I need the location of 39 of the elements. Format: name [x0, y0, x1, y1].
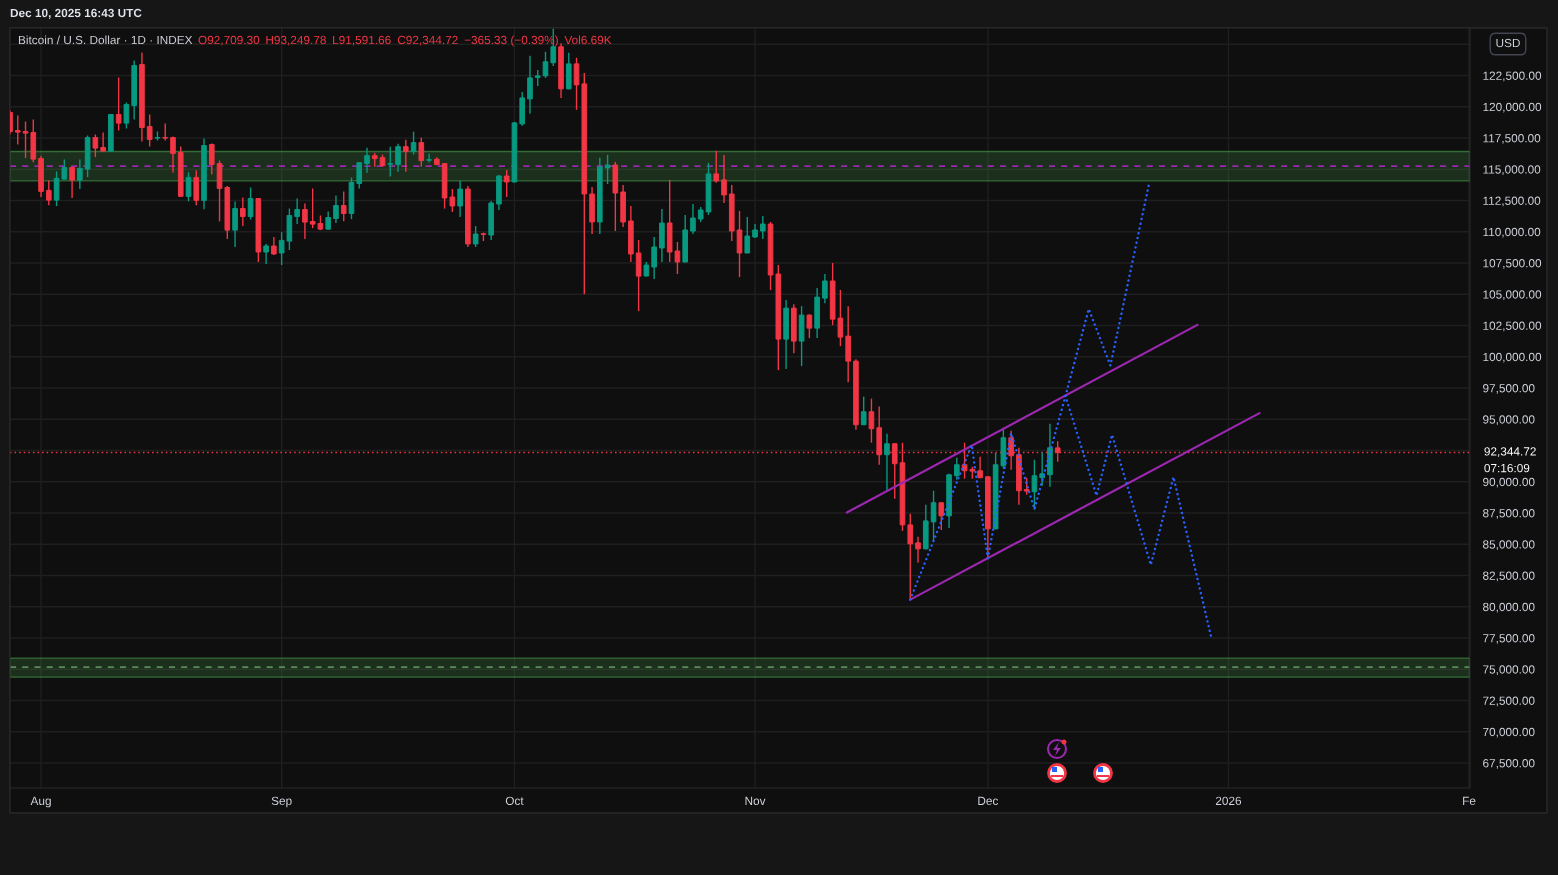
y-tick-label: 67,500.00 — [1483, 759, 1535, 769]
y-axis-title: USD — [1496, 38, 1520, 48]
y-tick-label: 85,000.00 — [1483, 540, 1535, 551]
text: 07:16:09 — [1484, 463, 1530, 473]
x-tick-label: Dec — [978, 796, 999, 805]
y-tick-label: 117,500.00 — [1483, 134, 1541, 144]
y-tick-label: 77,500.00 — [1483, 634, 1535, 644]
x-tick-label: Nov — [745, 796, 766, 805]
annotation: H93,249.78 — [266, 35, 326, 46]
y-tick-label: 72,500.00 — [1483, 696, 1535, 707]
x-tick-label: Aug — [30, 796, 51, 808]
y-tick-label: 75,000.00 — [1483, 665, 1535, 676]
y-tick-label: 105,000.00 — [1483, 290, 1542, 301]
x-tick-label: 2026 — [1215, 796, 1242, 805]
y-tick-label: 120,000.00 — [1483, 102, 1542, 113]
y-tick-label: 70,000.00 — [1483, 727, 1535, 738]
annotation: C92,344.72 — [397, 35, 458, 46]
y-tick-label: 90,000.00 — [1483, 477, 1535, 488]
y-tick-label: 87,500.00 — [1483, 509, 1535, 519]
y-tick-label: 107,500.00 — [1483, 259, 1542, 269]
y-tick-label: 80,000.00 — [1483, 602, 1535, 613]
y-tick-label: 97,500.00 — [1483, 384, 1535, 394]
y-tick-label: 110,000.00 — [1483, 227, 1541, 238]
annotation: Vol6.69K — [564, 35, 612, 45]
y-tick-label: 115,000.00 — [1483, 165, 1541, 176]
y-tick-label: 122,500.00 — [1483, 71, 1542, 82]
ref-line-label: 92,344.72 — [1484, 447, 1536, 457]
y-tick-label: 95,000.00 — [1483, 415, 1535, 426]
x-tick-label: Sep — [271, 796, 292, 808]
x-tick-label: Oct — [505, 796, 524, 805]
annotation: O92,709.30 — [198, 35, 260, 46]
y-tick-label: 100,000.00 — [1483, 352, 1542, 363]
text: Bitcoin / U.S. Dollar · 1D · INDEX — [18, 35, 193, 45]
annotation: L91,591.66 — [333, 35, 391, 46]
y-tick-label: 102,500.00 — [1483, 321, 1542, 332]
y-tick-label: 112,500.00 — [1483, 196, 1541, 207]
x-tick-label: Fe — [1463, 796, 1476, 805]
text: Dec 10, 2025 16:43 UTC — [10, 8, 142, 19]
y-tick-label: 82,500.00 — [1483, 571, 1535, 582]
